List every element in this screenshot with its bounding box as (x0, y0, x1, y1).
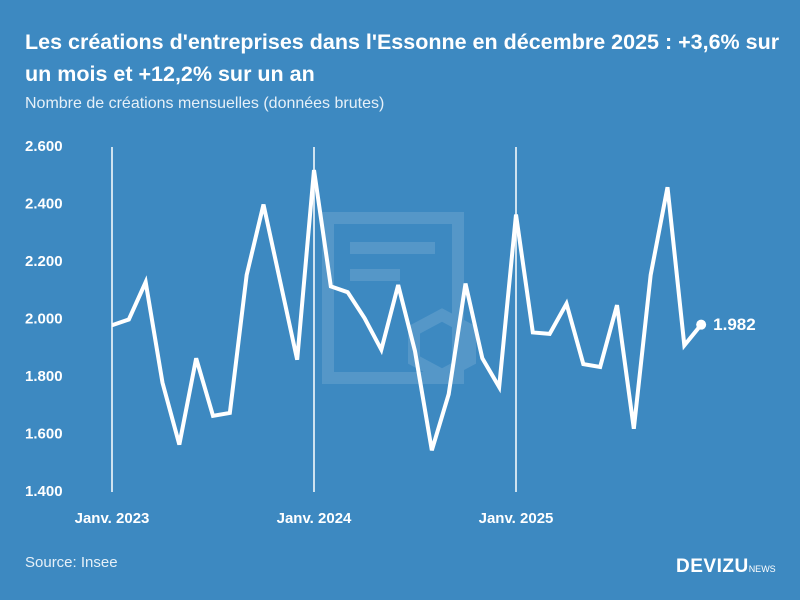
x-tick-label: Janv. 2024 (277, 510, 352, 527)
source: Source: Insee (25, 554, 118, 571)
watermark (322, 212, 476, 384)
y-tick-label: 2.200 (25, 253, 63, 270)
brand-logo: DEVIZUNEWS (676, 556, 776, 578)
x-tick-label: Janv. 2023 (75, 510, 150, 527)
y-tick-label: 1.600 (25, 425, 63, 442)
x-tick-label: Janv. 2025 (479, 510, 554, 527)
chart-subtitle: Nombre de créations mensuelles (données … (25, 95, 385, 112)
value-label: 1.982 (713, 315, 756, 334)
chart-title: Les créations d'entreprises dans l'Esson… (25, 30, 780, 86)
y-tick-label: 2.400 (25, 195, 63, 212)
data-line (111, 169, 703, 451)
y-tick-label: 1.400 (25, 483, 63, 500)
y-tick-label: 2.600 (25, 138, 63, 155)
brand-suffix: NEWS (748, 564, 776, 574)
end-point (696, 319, 707, 330)
y-tick-label: 2.000 (25, 310, 63, 327)
brand-name: DEVIZU (676, 556, 749, 577)
y-tick-label: 1.800 (25, 368, 63, 385)
